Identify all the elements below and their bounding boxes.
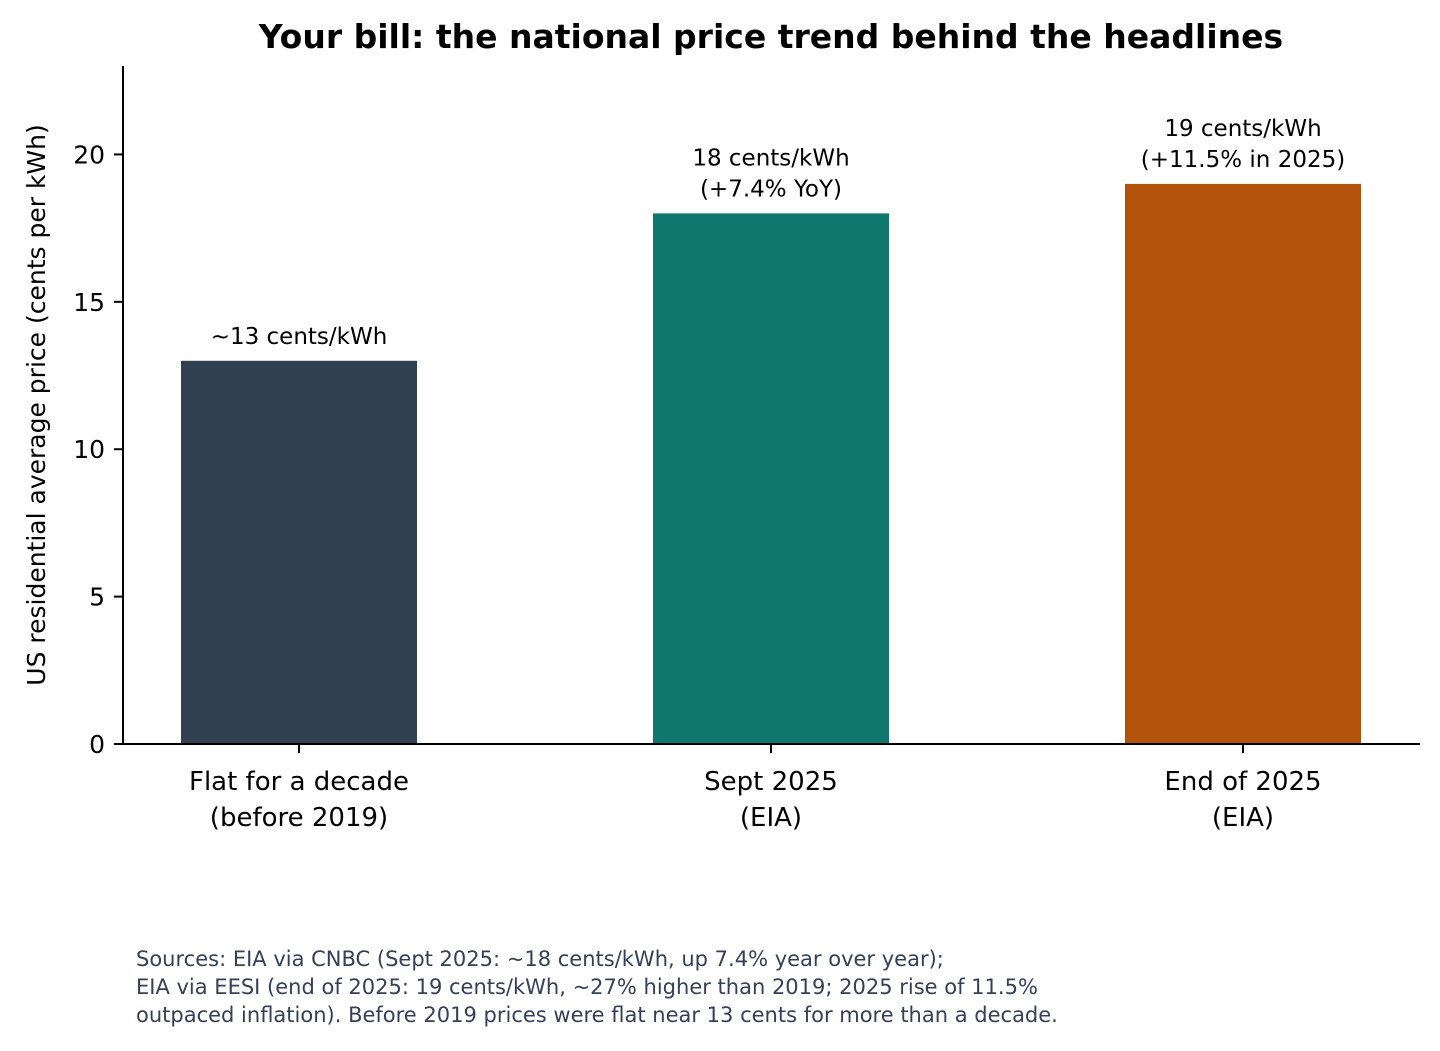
x-tick-label: End of 2025 bbox=[1164, 767, 1321, 797]
bar bbox=[181, 360, 417, 744]
x-tick-label: (EIA) bbox=[740, 803, 802, 833]
sources-line-2: EIA via EESI (end of 2025: 19 cents/kWh,… bbox=[136, 975, 1038, 999]
data-label: (+7.4% YoY) bbox=[700, 176, 842, 202]
data-label: 18 cents/kWh bbox=[692, 145, 849, 171]
x-tick-label: Sept 2025 bbox=[704, 767, 838, 797]
chart-title: Your bill: the national price trend behi… bbox=[258, 17, 1283, 56]
y-tick-label: 0 bbox=[89, 730, 105, 759]
x-tick-label: (before 2019) bbox=[210, 803, 388, 833]
x-tick-label: Flat for a decade bbox=[189, 767, 409, 797]
y-axis-label: US residential average price (cents per … bbox=[22, 124, 51, 685]
data-label: ~13 cents/kWh bbox=[211, 324, 388, 350]
sources-line-1: Sources: EIA via CNBC (Sept 2025: ~18 ce… bbox=[136, 947, 944, 971]
sources-line-3: outpaced inflation). Before 2019 prices … bbox=[136, 1003, 1058, 1027]
bar bbox=[1125, 183, 1361, 745]
data-label: (+11.5% in 2025) bbox=[1141, 147, 1345, 173]
y-tick-label: 20 bbox=[73, 140, 105, 169]
x-tick-label: (EIA) bbox=[1212, 803, 1274, 833]
sources-note: Sources: EIA via CNBC (Sept 2025: ~18 ce… bbox=[136, 945, 1336, 1029]
data-label: 19 cents/kWh bbox=[1164, 116, 1321, 142]
y-tick-label: 15 bbox=[73, 288, 105, 317]
y-tick-label: 10 bbox=[73, 435, 105, 464]
y-tick-label: 5 bbox=[89, 583, 105, 612]
bar bbox=[653, 213, 889, 745]
